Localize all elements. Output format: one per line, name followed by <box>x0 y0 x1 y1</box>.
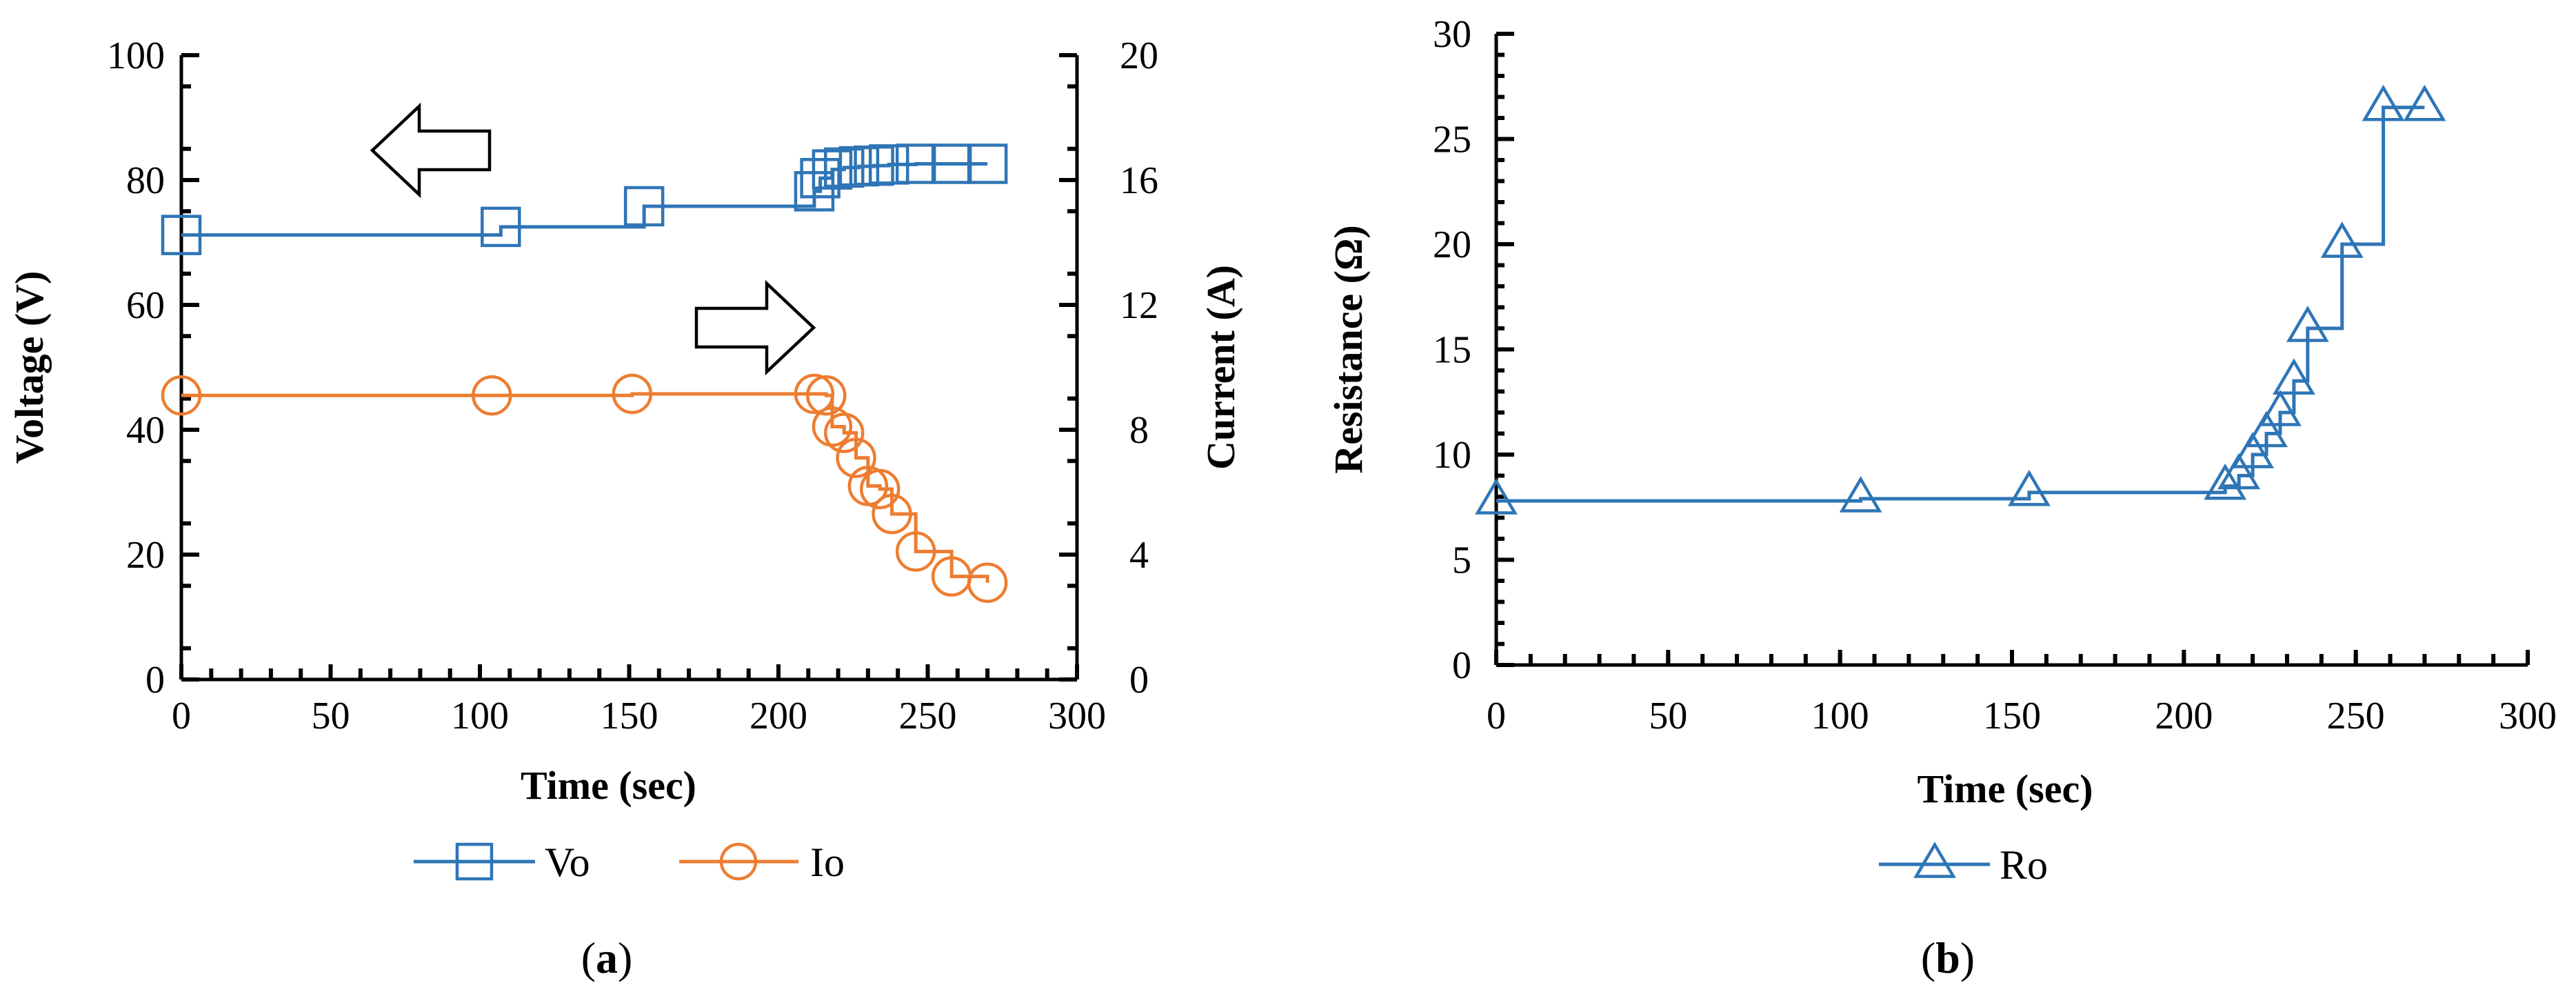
point-ro <box>2272 358 2315 395</box>
x-tick-label: 50 <box>1649 695 1687 737</box>
point-io <box>472 375 512 416</box>
point-vo <box>481 206 521 248</box>
point-io <box>794 373 835 415</box>
x-axis-title: Time (sec) <box>521 763 696 808</box>
x-tick-label: 250 <box>899 695 957 737</box>
point-io <box>967 562 1008 603</box>
point-io <box>824 413 865 453</box>
point-ro <box>2007 470 2051 506</box>
x-tick-label: 300 <box>1048 695 1106 737</box>
x-tick-label: 0 <box>1487 695 1506 737</box>
y-tick-label: 10 <box>1433 434 1471 477</box>
y-left-tick-label: 60 <box>126 284 165 327</box>
legend-label-ro: Ro <box>2000 842 2048 888</box>
x-tick-label: 100 <box>1811 695 1869 737</box>
point-io <box>836 437 876 478</box>
y-left-tick-label: 20 <box>126 534 165 577</box>
y-left-tick-label: 40 <box>126 409 165 452</box>
x-tick-label: 300 <box>2499 695 2557 737</box>
series-io <box>161 373 1008 603</box>
x-tick-label: 50 <box>312 695 350 737</box>
x-tick-label: 150 <box>601 695 658 737</box>
point-ro <box>2286 306 2329 342</box>
y-left-tick-label: 100 <box>107 34 165 77</box>
point-io <box>859 468 900 510</box>
point-ro <box>2403 84 2446 121</box>
legend-label-io: Io <box>810 840 845 885</box>
y-left-tick-label: 0 <box>145 659 165 702</box>
x-tick-label: 200 <box>749 695 807 737</box>
y-right-tick-label: 0 <box>1129 659 1149 702</box>
y-right-tick-label: 4 <box>1129 534 1149 577</box>
y-right-tick-label: 20 <box>1120 34 1158 77</box>
x-tick-label: 100 <box>451 695 509 737</box>
arrow-right-annotation <box>694 279 816 376</box>
y-tick-label: 20 <box>1433 224 1471 266</box>
point-vo <box>967 143 1008 184</box>
point-ro <box>2259 390 2302 426</box>
legend-label-vo: Vo <box>545 840 590 885</box>
x-tick-label: 250 <box>2327 695 2385 737</box>
legend-marker-io <box>719 842 758 881</box>
x-tick-label: 150 <box>1983 695 2041 737</box>
point-ro <box>1475 478 1518 515</box>
series-line-io <box>181 392 989 583</box>
series-line-vo <box>181 161 988 237</box>
point-io <box>161 375 202 416</box>
series-ro <box>1475 84 2446 515</box>
y-tick-label: 0 <box>1452 644 1471 687</box>
point-ro <box>2217 453 2261 490</box>
point-vo <box>868 144 909 185</box>
series-vo <box>161 143 1008 255</box>
y-tick-label: 25 <box>1433 119 1471 161</box>
point-io <box>806 375 847 416</box>
y-right-tick-label: 12 <box>1120 284 1158 327</box>
y-right-axis-title: Current (A) <box>1198 265 1243 470</box>
x-tick-label: 0 <box>172 695 191 737</box>
y-tick-label: 15 <box>1433 329 1471 372</box>
point-vo <box>623 186 665 227</box>
arrow-left-annotation <box>370 102 492 199</box>
x-axis-title: Time (sec) <box>1918 766 2093 811</box>
y-tick-label: 5 <box>1452 539 1471 582</box>
y-right-tick-label: 8 <box>1129 409 1149 452</box>
point-io <box>895 531 936 572</box>
y-left-tick-label: 80 <box>126 159 165 202</box>
y-tick-label: 30 <box>1433 13 1471 56</box>
point-ro <box>2362 84 2405 121</box>
point-ro <box>2245 410 2288 448</box>
y-axis-title: Resistance (Ω) <box>1326 225 1371 474</box>
point-vo <box>812 149 853 190</box>
point-ro <box>2204 463 2247 500</box>
panel-label-b: (b) <box>1921 933 1975 982</box>
point-ro <box>1839 476 1882 513</box>
point-vo <box>161 215 202 255</box>
y-left-axis-title: Voltage (V) <box>7 271 52 464</box>
point-vo <box>800 158 841 199</box>
x-tick-label: 200 <box>2155 695 2213 737</box>
legend-a: Vo Io <box>414 840 845 885</box>
point-io <box>872 493 912 535</box>
point-ro <box>2320 221 2364 258</box>
series-line-ro <box>1496 106 2425 503</box>
legend-marker-vo <box>455 842 494 881</box>
y-right-tick-label: 16 <box>1120 159 1158 202</box>
legend-b: Ro <box>1879 842 2048 888</box>
legend-marker-ro <box>1913 842 1956 878</box>
panel-label-a: (a) <box>581 933 633 982</box>
point-ro <box>2231 432 2275 468</box>
point-io <box>612 373 653 415</box>
